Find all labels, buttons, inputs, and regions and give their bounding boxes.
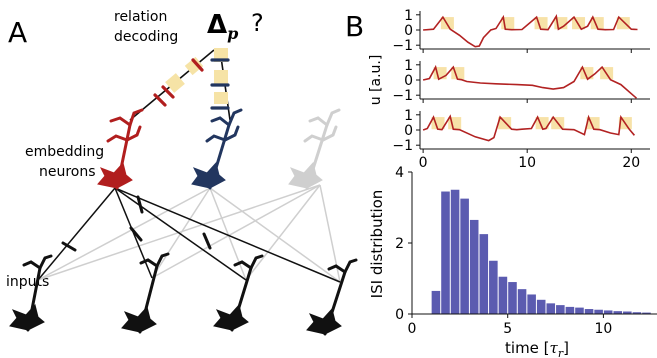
- relation-label: relation: [114, 9, 167, 25]
- inputs-label: inputs: [6, 274, 49, 290]
- histogram-bar: [594, 309, 603, 314]
- trace-panel: 10−1: [392, 8, 650, 54]
- embedding-neuron-navy: [191, 108, 243, 190]
- panel-a-label: A: [8, 16, 27, 49]
- hist-y-tick-label: 0: [395, 307, 404, 323]
- x-tick-label: 0: [419, 155, 428, 171]
- embedding-neuron-grey: [288, 108, 341, 190]
- delta-subscript: p: [227, 24, 238, 43]
- question-mark: ?: [251, 9, 264, 37]
- y-tick-label: 0: [404, 123, 413, 139]
- embedding-neuron-red: [97, 108, 144, 190]
- histogram-bar: [479, 234, 489, 314]
- trace-panel: 10−1: [392, 58, 650, 104]
- trace-series: [422, 114, 636, 142]
- histogram-bar: [584, 309, 594, 314]
- histogram-bar: [517, 289, 527, 314]
- histogram-bar: [632, 312, 642, 314]
- histogram-bar: [450, 189, 460, 314]
- panel-a: A relation decoding Δp ? embedding neuro…: [6, 9, 358, 336]
- y-tick-label: −1: [392, 88, 413, 104]
- histogram-bar: [603, 310, 613, 314]
- histogram-bar: [498, 276, 508, 314]
- histogram-bar: [508, 282, 517, 314]
- histogram-bar: [441, 191, 450, 314]
- histogram-bar: [527, 294, 536, 314]
- input-neuron-2: [121, 252, 170, 334]
- histogram-bar: [642, 312, 651, 314]
- red-band-1: [165, 73, 185, 93]
- histogram-bar: [546, 303, 556, 314]
- synapse-marks: [61, 195, 212, 252]
- y-tick-label: −1: [392, 38, 413, 54]
- red-band-2: [184, 56, 204, 76]
- trace-panel: 10−1: [392, 108, 650, 154]
- trace-series: [423, 14, 638, 48]
- red-neuron-connections: [37, 187, 341, 283]
- y-tick-label: −1: [392, 138, 413, 154]
- histogram-bar: [489, 260, 498, 314]
- hist-x-tick-label: 5: [503, 321, 512, 337]
- histogram-bar: [565, 306, 575, 314]
- y-tick-label: 1: [404, 58, 413, 74]
- x-tick-label: 20: [622, 155, 640, 171]
- hist-x-tick-label: 0: [408, 321, 417, 337]
- navy-band-3: [214, 92, 228, 104]
- navy-band-2: [214, 70, 228, 84]
- y-tick-label: 0: [404, 73, 413, 89]
- panel-b: B u [a.u.] ISI distribution time [τr] 10…: [345, 8, 657, 358]
- histogram-bar: [575, 307, 584, 314]
- histogram-bar: [460, 198, 469, 314]
- histogram-bar: [623, 311, 632, 314]
- input-neuron-3: [213, 254, 264, 332]
- histogram-bar: [556, 305, 565, 314]
- trace-ylabel: u [a.u.]: [368, 55, 384, 106]
- neurons-label: neurons: [39, 164, 96, 180]
- decoding-label: decoding: [114, 29, 178, 45]
- y-tick-label: 1: [404, 8, 413, 24]
- y-tick-label: 0: [404, 23, 413, 39]
- delta-p-symbol: Δp: [207, 10, 238, 43]
- y-tick-label: 1: [404, 108, 413, 124]
- input-neuron-1: [9, 254, 53, 332]
- hist-y-tick-label: 4: [395, 165, 404, 181]
- delta-glyph: Δ: [207, 10, 227, 40]
- hist-xlabel: time [τr]: [505, 339, 569, 358]
- hist-x-tick-label: 10: [594, 321, 612, 337]
- spike-box: [616, 17, 630, 30]
- decoding-lines: [129, 48, 231, 121]
- panel-b-label: B: [345, 10, 364, 43]
- hist-ylabel: ISI distribution: [368, 190, 386, 299]
- embedding-label: embedding: [25, 144, 104, 160]
- hist-y-tick-label: 2: [395, 236, 404, 252]
- histogram-bar: [469, 219, 479, 314]
- histogram-bar: [431, 290, 441, 314]
- histogram-bar: [613, 311, 623, 314]
- histogram-bar: [536, 299, 546, 314]
- x-tick-label: 10: [518, 155, 536, 171]
- input-neuron-4: [306, 258, 358, 336]
- trace-series: [422, 64, 638, 99]
- grey-connections: [37, 184, 341, 283]
